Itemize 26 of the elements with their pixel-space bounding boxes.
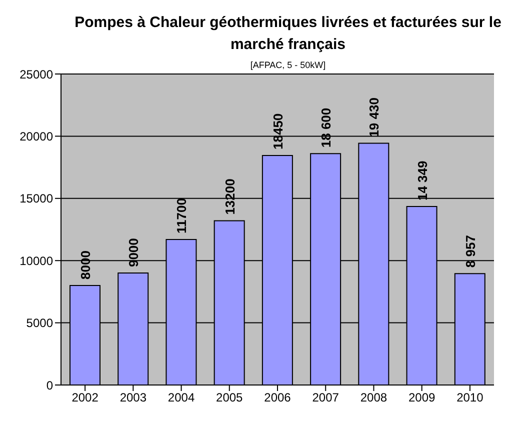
- chart-subtitle: [AFPAC, 5 - 50kW]: [250, 60, 326, 70]
- data-label: 9000: [126, 238, 142, 268]
- data-label: 14 349: [414, 160, 430, 200]
- x-tick-label: 2005: [216, 390, 244, 405]
- y-tick-label: 0: [46, 378, 54, 392]
- y-tick-label: 5000: [26, 316, 54, 330]
- chart-title: Pompes à Chaleur géothermiques livrées et facturées sur le marché français: [74, 13, 502, 55]
- y-tick-label: 10000: [20, 254, 54, 268]
- x-tick-label: 2008: [360, 390, 388, 405]
- x-tick-label: 2007: [312, 390, 340, 405]
- y-tick-label: 25000: [20, 67, 54, 82]
- data-label: 11700: [174, 198, 190, 234]
- data-label: 8 957: [462, 235, 478, 268]
- x-tick-label: 2009: [408, 390, 436, 405]
- data-label: 18 600: [318, 108, 334, 148]
- data-label: 8000: [78, 250, 93, 280]
- data-label: 18450: [270, 113, 286, 150]
- x-tick-label: 2010: [456, 390, 484, 405]
- x-tick-label: 2004: [168, 390, 195, 405]
- data-label: 19 430: [366, 98, 382, 138]
- y-tick-label: 20000: [20, 129, 54, 144]
- x-tick-label: 2003: [120, 390, 147, 405]
- x-tick-label: 2002: [72, 390, 99, 405]
- data-label: 13200: [222, 178, 238, 215]
- y-tick-label: 15000: [20, 192, 54, 206]
- x-tick-label: 2006: [264, 390, 292, 405]
